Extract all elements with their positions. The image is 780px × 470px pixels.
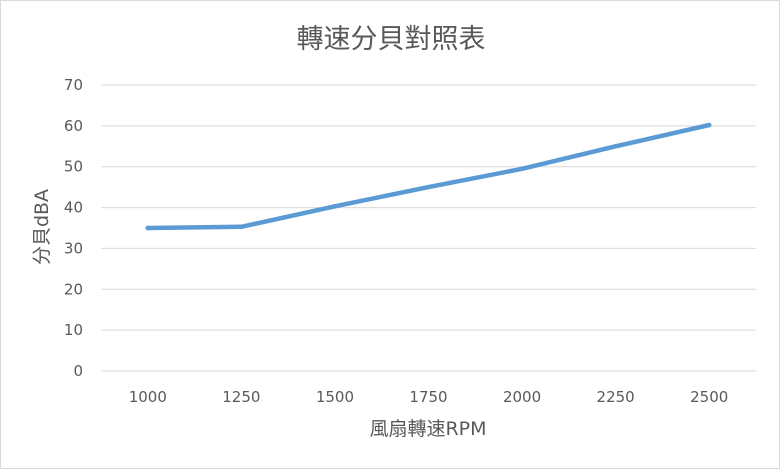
data-point [519,166,525,172]
data-point [145,225,151,231]
y-tick-label: 60 [64,117,83,135]
x-tick-label: 2000 [503,388,541,406]
y-axis-label: 分貝dBA [31,189,53,265]
x-tick-label: 2500 [690,388,728,406]
y-tick-label: 70 [64,76,83,94]
y-tick-label: 50 [64,158,83,176]
series-line [145,122,712,231]
x-tick-label: 2250 [597,388,635,406]
x-tick-labels: 1000 1250 1500 1750 2000 2250 2500 [129,388,729,406]
y-tick-label: 0 [73,362,83,380]
y-tick-label: 30 [64,239,83,257]
y-tick-label: 40 [64,199,83,217]
data-point [613,144,618,149]
x-tick-label: 1500 [316,388,354,406]
x-tick-label: 1750 [409,388,447,406]
series-lines [145,122,712,231]
y-tick-label: 10 [64,321,83,339]
y-tick-label: 20 [64,280,83,298]
gridlines [101,84,756,372]
chart-title: 轉速分貝對照表 [297,24,486,55]
x-tick-label: 1250 [222,388,260,406]
x-axis-label: 風扇轉速RPM [369,418,486,440]
x-tick-label: 1000 [129,388,167,406]
data-point [706,122,712,128]
data-point [426,184,431,190]
y-tick-labels: 0 10 20 30 40 50 60 70 [64,76,83,380]
data-point [239,224,244,230]
data-point [332,204,338,209]
